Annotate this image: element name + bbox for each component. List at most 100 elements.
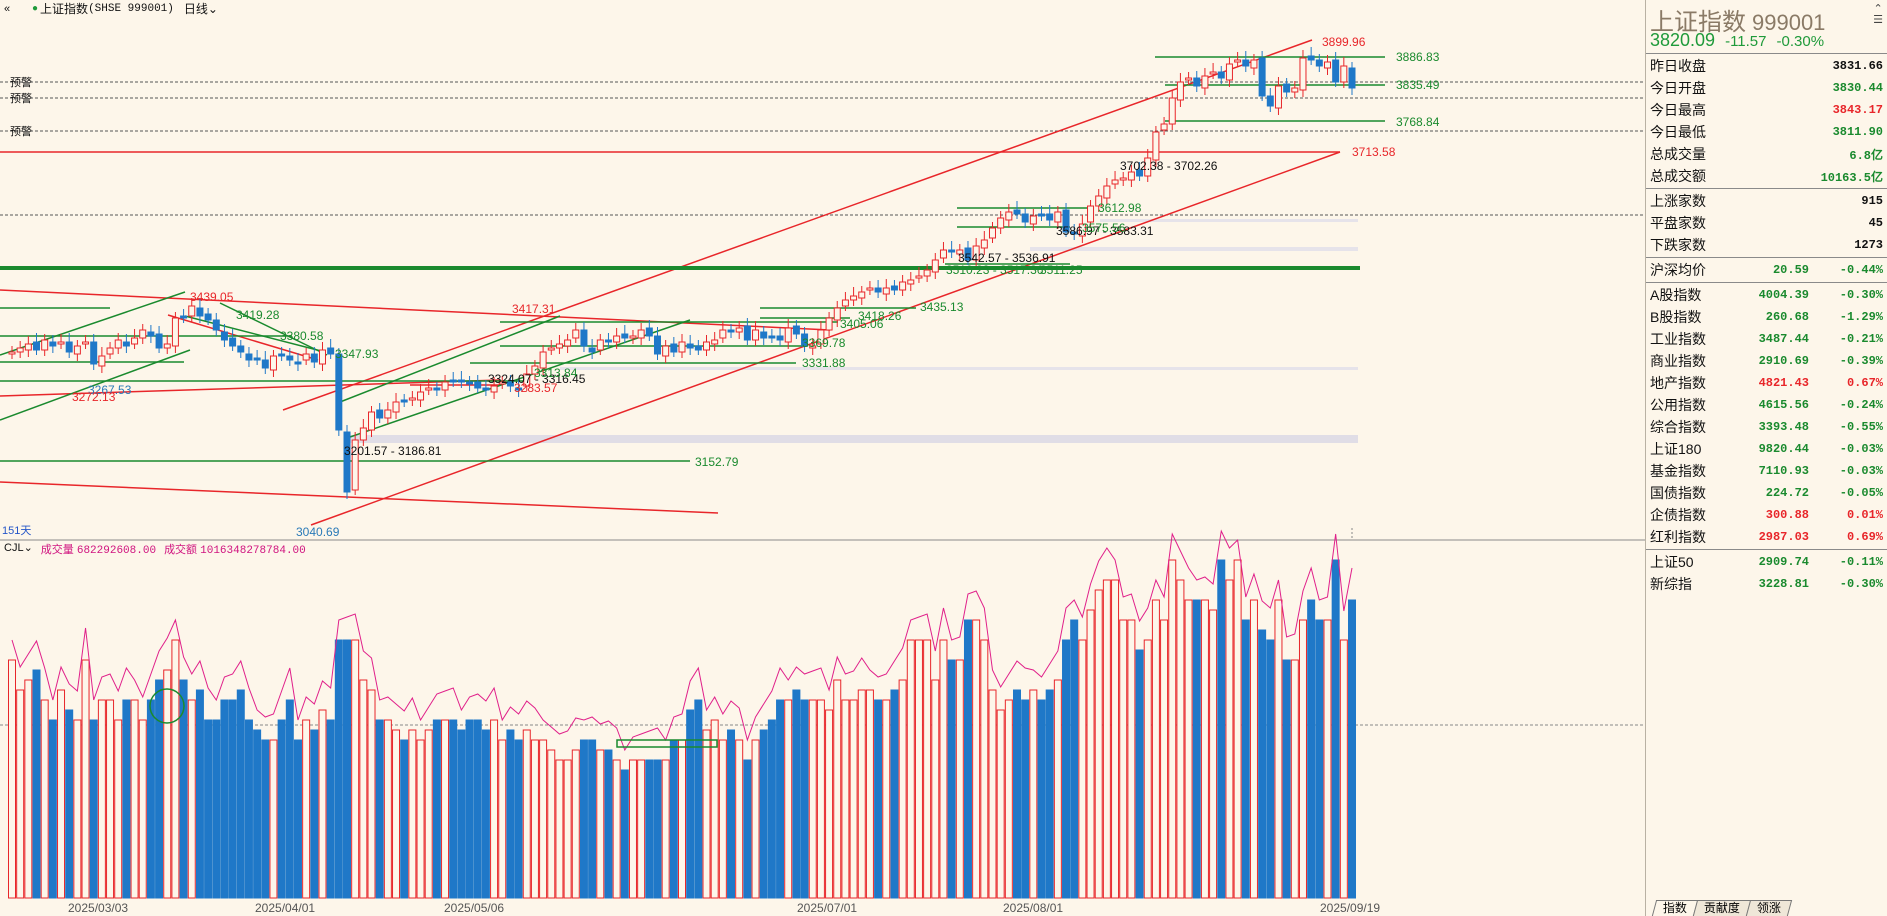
index-row[interactable]: B股指数 260.68 -1.29%	[1646, 306, 1887, 328]
double-chevron-up-icon[interactable]: ⌃	[1873, 3, 1883, 15]
volume-bar	[555, 759, 564, 899]
row-pct: 0.67%	[1846, 376, 1883, 390]
alert-tag[interactable]: 预警	[10, 91, 32, 105]
double-chevron-left-icon[interactable]: «	[3, 2, 11, 15]
candle	[604, 339, 612, 343]
candle	[653, 335, 661, 355]
tab-0[interactable]: 指数	[1651, 900, 1699, 916]
candle	[1062, 209, 1070, 233]
quote-row[interactable]: 今日开盘 3830.44	[1646, 77, 1887, 99]
index-row[interactable]: 上证50 2909.74 -0.11%	[1646, 551, 1887, 573]
volume-bar	[628, 759, 637, 899]
date-tick: 2025/07/01	[797, 901, 858, 915]
index-row[interactable]: 新综指 3228.81 -0.30%	[1646, 573, 1887, 595]
candle	[229, 337, 237, 347]
row-label: 企债指数	[1650, 507, 1706, 523]
candle	[997, 217, 1005, 229]
candle	[703, 341, 711, 351]
breadth-row[interactable]: 平盘家数 45	[1646, 212, 1887, 234]
index-row[interactable]: 商业指数 2910.69 -0.39%	[1646, 350, 1887, 372]
candle	[980, 239, 988, 249]
row-label: 上涨家数	[1650, 193, 1706, 209]
quote-row[interactable]: 总成交额 10163.5亿	[1646, 165, 1887, 187]
indicator-selector[interactable]: CJL⌄	[4, 542, 33, 554]
index-row[interactable]: A股指数 4004.39 -0.30%	[1646, 284, 1887, 306]
candle	[1054, 211, 1062, 223]
candle	[564, 339, 572, 347]
index-row[interactable]: 地产指数 4821.43 0.67%	[1646, 372, 1887, 394]
date-tick: 2025/04/01	[255, 901, 316, 915]
volume-bar	[579, 739, 588, 899]
volume-bar	[89, 719, 98, 899]
volume-header: CJL⌄ 成交量 682292608.00 成交额 1016348278784.…	[4, 541, 306, 557]
candle	[1111, 179, 1119, 185]
candle	[1185, 77, 1193, 81]
volume-bar	[1225, 579, 1234, 899]
kline-chart[interactable]: 预警 预警 预警	[0, 0, 1645, 900]
index-row[interactable]: 企债指数 300.88 0.01%	[1646, 504, 1887, 526]
candle	[1087, 205, 1095, 223]
volume-bar	[588, 739, 597, 899]
volume-bar	[718, 739, 727, 899]
candle	[1242, 59, 1250, 67]
quote-row[interactable]: 今日最低 3811.90	[1646, 121, 1887, 143]
quote-row[interactable]: 今日最高 3843.17	[1646, 99, 1887, 121]
index-symbol: (SHSE 999001)	[88, 2, 174, 15]
candle	[1021, 213, 1029, 223]
candle	[694, 345, 702, 351]
candle	[1323, 61, 1331, 69]
candle	[73, 345, 81, 355]
candle	[212, 319, 220, 331]
candle	[1274, 85, 1282, 109]
volume-bar	[73, 719, 82, 899]
volume-bar	[8, 659, 16, 899]
candle	[580, 329, 588, 347]
volume-bar	[146, 699, 155, 899]
candle	[629, 335, 637, 339]
volume-bar	[122, 699, 131, 899]
candle	[948, 249, 956, 253]
candle	[180, 315, 188, 319]
index-row[interactable]: 国债指数 224.72 -0.05%	[1646, 482, 1887, 504]
volume-bar	[40, 699, 49, 899]
volume-bar	[620, 769, 629, 899]
volume-bar	[1127, 619, 1136, 899]
index-row[interactable]: 上证180 9820.44 -0.03%	[1646, 438, 1887, 460]
candle	[33, 341, 41, 351]
index-row[interactable]: 基金指数 7110.93 -0.03%	[1646, 460, 1887, 482]
candle	[874, 287, 882, 293]
alert-tag[interactable]: 预警	[10, 75, 32, 89]
index-row[interactable]: 红利指数 2987.03 0.69%	[1646, 526, 1887, 548]
volume-bar	[114, 719, 123, 899]
alert-tag[interactable]: 预警	[10, 124, 32, 138]
volume-bar	[302, 719, 311, 899]
breadth-row[interactable]: 下跌家数 1273	[1646, 234, 1887, 256]
index-row[interactable]: 公用指数 4615.56 -0.24%	[1646, 394, 1887, 416]
volume-bar	[955, 659, 964, 899]
index-row[interactable]: 综合指数 3393.48 -0.55%	[1646, 416, 1887, 438]
volume-bar	[204, 719, 213, 899]
tab-2[interactable]: 领涨	[1745, 900, 1793, 916]
avg-price-row[interactable]: 沪深均价 20.59 -0.44%	[1650, 262, 1883, 278]
index-row[interactable]: 工业指数 3487.44 -0.21%	[1646, 328, 1887, 350]
volume-bar	[612, 759, 621, 899]
list-icon[interactable]: ☰	[1873, 14, 1883, 26]
label-r3: 3768.84	[1396, 115, 1440, 129]
candle	[956, 249, 964, 255]
tab-1[interactable]: 贡献度	[1692, 900, 1752, 916]
volume-bar	[784, 699, 793, 899]
volume-bar	[1004, 699, 1013, 899]
candle	[490, 385, 498, 393]
price-change-pct: -0.30%	[1776, 33, 1825, 50]
row-label: 基金指数	[1650, 463, 1706, 479]
quote-row[interactable]: 总成交量 6.8亿	[1646, 143, 1887, 165]
candle	[1258, 57, 1266, 97]
amount-label: 成交额 1016348278784.00	[164, 544, 306, 557]
quote-row[interactable]: 昨日收盘 3831.66	[1646, 55, 1887, 77]
volume-bar	[849, 699, 858, 899]
period-selector[interactable]: 日线⌄	[183, 2, 218, 16]
row-label: 地产指数	[1650, 375, 1706, 391]
volume-bar	[195, 689, 204, 899]
label-s1: 3152.79	[695, 455, 739, 469]
breadth-row[interactable]: 上涨家数 915	[1646, 190, 1887, 212]
